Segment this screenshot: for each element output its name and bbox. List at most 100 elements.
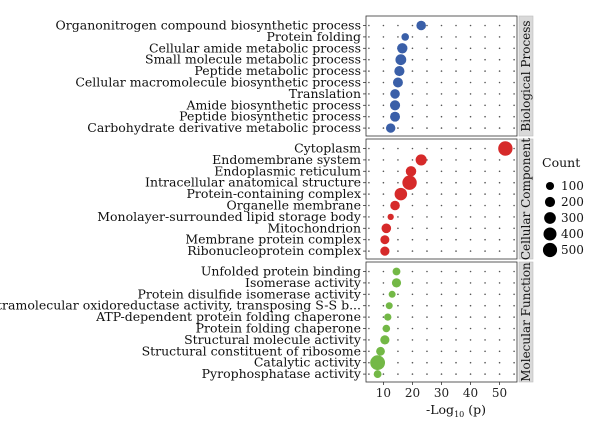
grid-dot [382, 36, 385, 38]
grid-dot [382, 170, 385, 173]
grid-dot [513, 127, 515, 129]
grid-dot [397, 127, 399, 129]
grid-dot [469, 93, 472, 95]
term-label: Cytoplasm [294, 141, 361, 156]
grid-dot [455, 316, 457, 318]
grid-dot [411, 304, 414, 307]
grid-dot [440, 350, 443, 353]
grid-dot [469, 115, 472, 118]
grid-dot [368, 127, 370, 129]
x-axis-title-tail: (p) [464, 402, 486, 417]
grid-dot [513, 250, 515, 252]
grid-dot [484, 115, 486, 118]
grid-dot [469, 350, 472, 353]
panel-2: Molecular Function Unfolded protein bindi… [0, 261, 534, 383]
grid-dot [382, 373, 385, 375]
legend-key [544, 196, 556, 208]
grid-dot [455, 159, 457, 161]
grid-dot [397, 304, 399, 307]
grid-dot [411, 36, 414, 38]
term-point [394, 66, 405, 77]
grid-dot [484, 204, 486, 207]
grid-dot [440, 159, 443, 161]
grid-dot [411, 24, 414, 27]
grid-dot [455, 93, 457, 95]
grid-dot [382, 304, 385, 307]
grid-dot [484, 350, 486, 353]
grid-dot [368, 250, 370, 252]
term-point [392, 77, 403, 88]
grid-dot [368, 24, 370, 27]
grid-dot [513, 193, 515, 195]
grid-dot [484, 327, 486, 330]
term-label: Carbohydrate derivative metabolic proces… [87, 120, 361, 135]
term-point [373, 370, 382, 379]
facet-strip [518, 261, 534, 383]
grid-dot [484, 304, 486, 307]
legend-label: 200 [561, 195, 584, 209]
grid-dot [411, 147, 414, 150]
grid-dot [469, 250, 472, 252]
grid-dot [469, 104, 472, 107]
grid-dot [455, 216, 457, 218]
grid-dot [455, 24, 457, 27]
grid-dot [426, 238, 428, 241]
legend-label: 300 [561, 211, 584, 225]
term-point [397, 43, 408, 54]
grid-dot [397, 159, 399, 161]
x-tick-label: 40 [463, 386, 478, 400]
term-point [394, 187, 408, 201]
grid-dot [397, 327, 399, 330]
grid-dot [455, 350, 457, 353]
term-label: Structural constituent of ribosome [142, 343, 361, 358]
grid-dot [455, 170, 457, 173]
grid-dot [411, 361, 414, 364]
grid-dot [411, 115, 414, 118]
grid-dot [397, 361, 399, 364]
grid-dot [484, 216, 486, 218]
grid-dot [469, 339, 472, 341]
grid-dot [397, 147, 399, 150]
grid-dot [440, 181, 443, 184]
grid-dot [513, 238, 515, 241]
grid-dot [440, 327, 443, 330]
facet-strip-label: Molecular Function [519, 262, 533, 382]
grid-dot [411, 127, 414, 129]
grid-dot [513, 170, 515, 173]
grid-dot [498, 250, 501, 252]
grid-dot [469, 293, 472, 296]
term-label: Structural molecule activity [184, 332, 362, 347]
term-point [380, 246, 390, 256]
x-tick-label: 30 [434, 386, 449, 400]
legend-label: 400 [561, 227, 584, 241]
grid-dot [397, 36, 399, 38]
grid-dot [484, 47, 486, 50]
panel-frame [365, 261, 518, 383]
grid-dot [411, 238, 414, 241]
grid-dot [382, 127, 385, 129]
legend-label: 500 [561, 243, 584, 257]
grid-dot [411, 93, 414, 95]
grid-dot [513, 316, 515, 318]
term-point [385, 123, 396, 133]
term-point [388, 290, 396, 298]
grid-dot [498, 58, 501, 61]
grid-dot [440, 339, 443, 341]
grid-dot [513, 181, 515, 184]
grid-dot [484, 24, 486, 27]
term-point [498, 141, 513, 156]
grid-dot [513, 104, 515, 107]
grid-dot [498, 115, 501, 118]
grid-dot [455, 147, 457, 150]
term-label: Organonitrogen compound biosynthetic pro… [56, 18, 361, 33]
grid-dot [382, 115, 385, 118]
grid-dot [440, 361, 443, 364]
panel-0: Biological Process Organonitrogen compoun… [56, 15, 534, 137]
grid-dot [440, 115, 443, 118]
grid-dot [484, 316, 486, 318]
grid-dot [484, 282, 486, 284]
grid-dot [513, 204, 515, 207]
grid-dot [382, 70, 385, 72]
grid-dot [426, 147, 428, 150]
grid-dot [469, 70, 472, 72]
